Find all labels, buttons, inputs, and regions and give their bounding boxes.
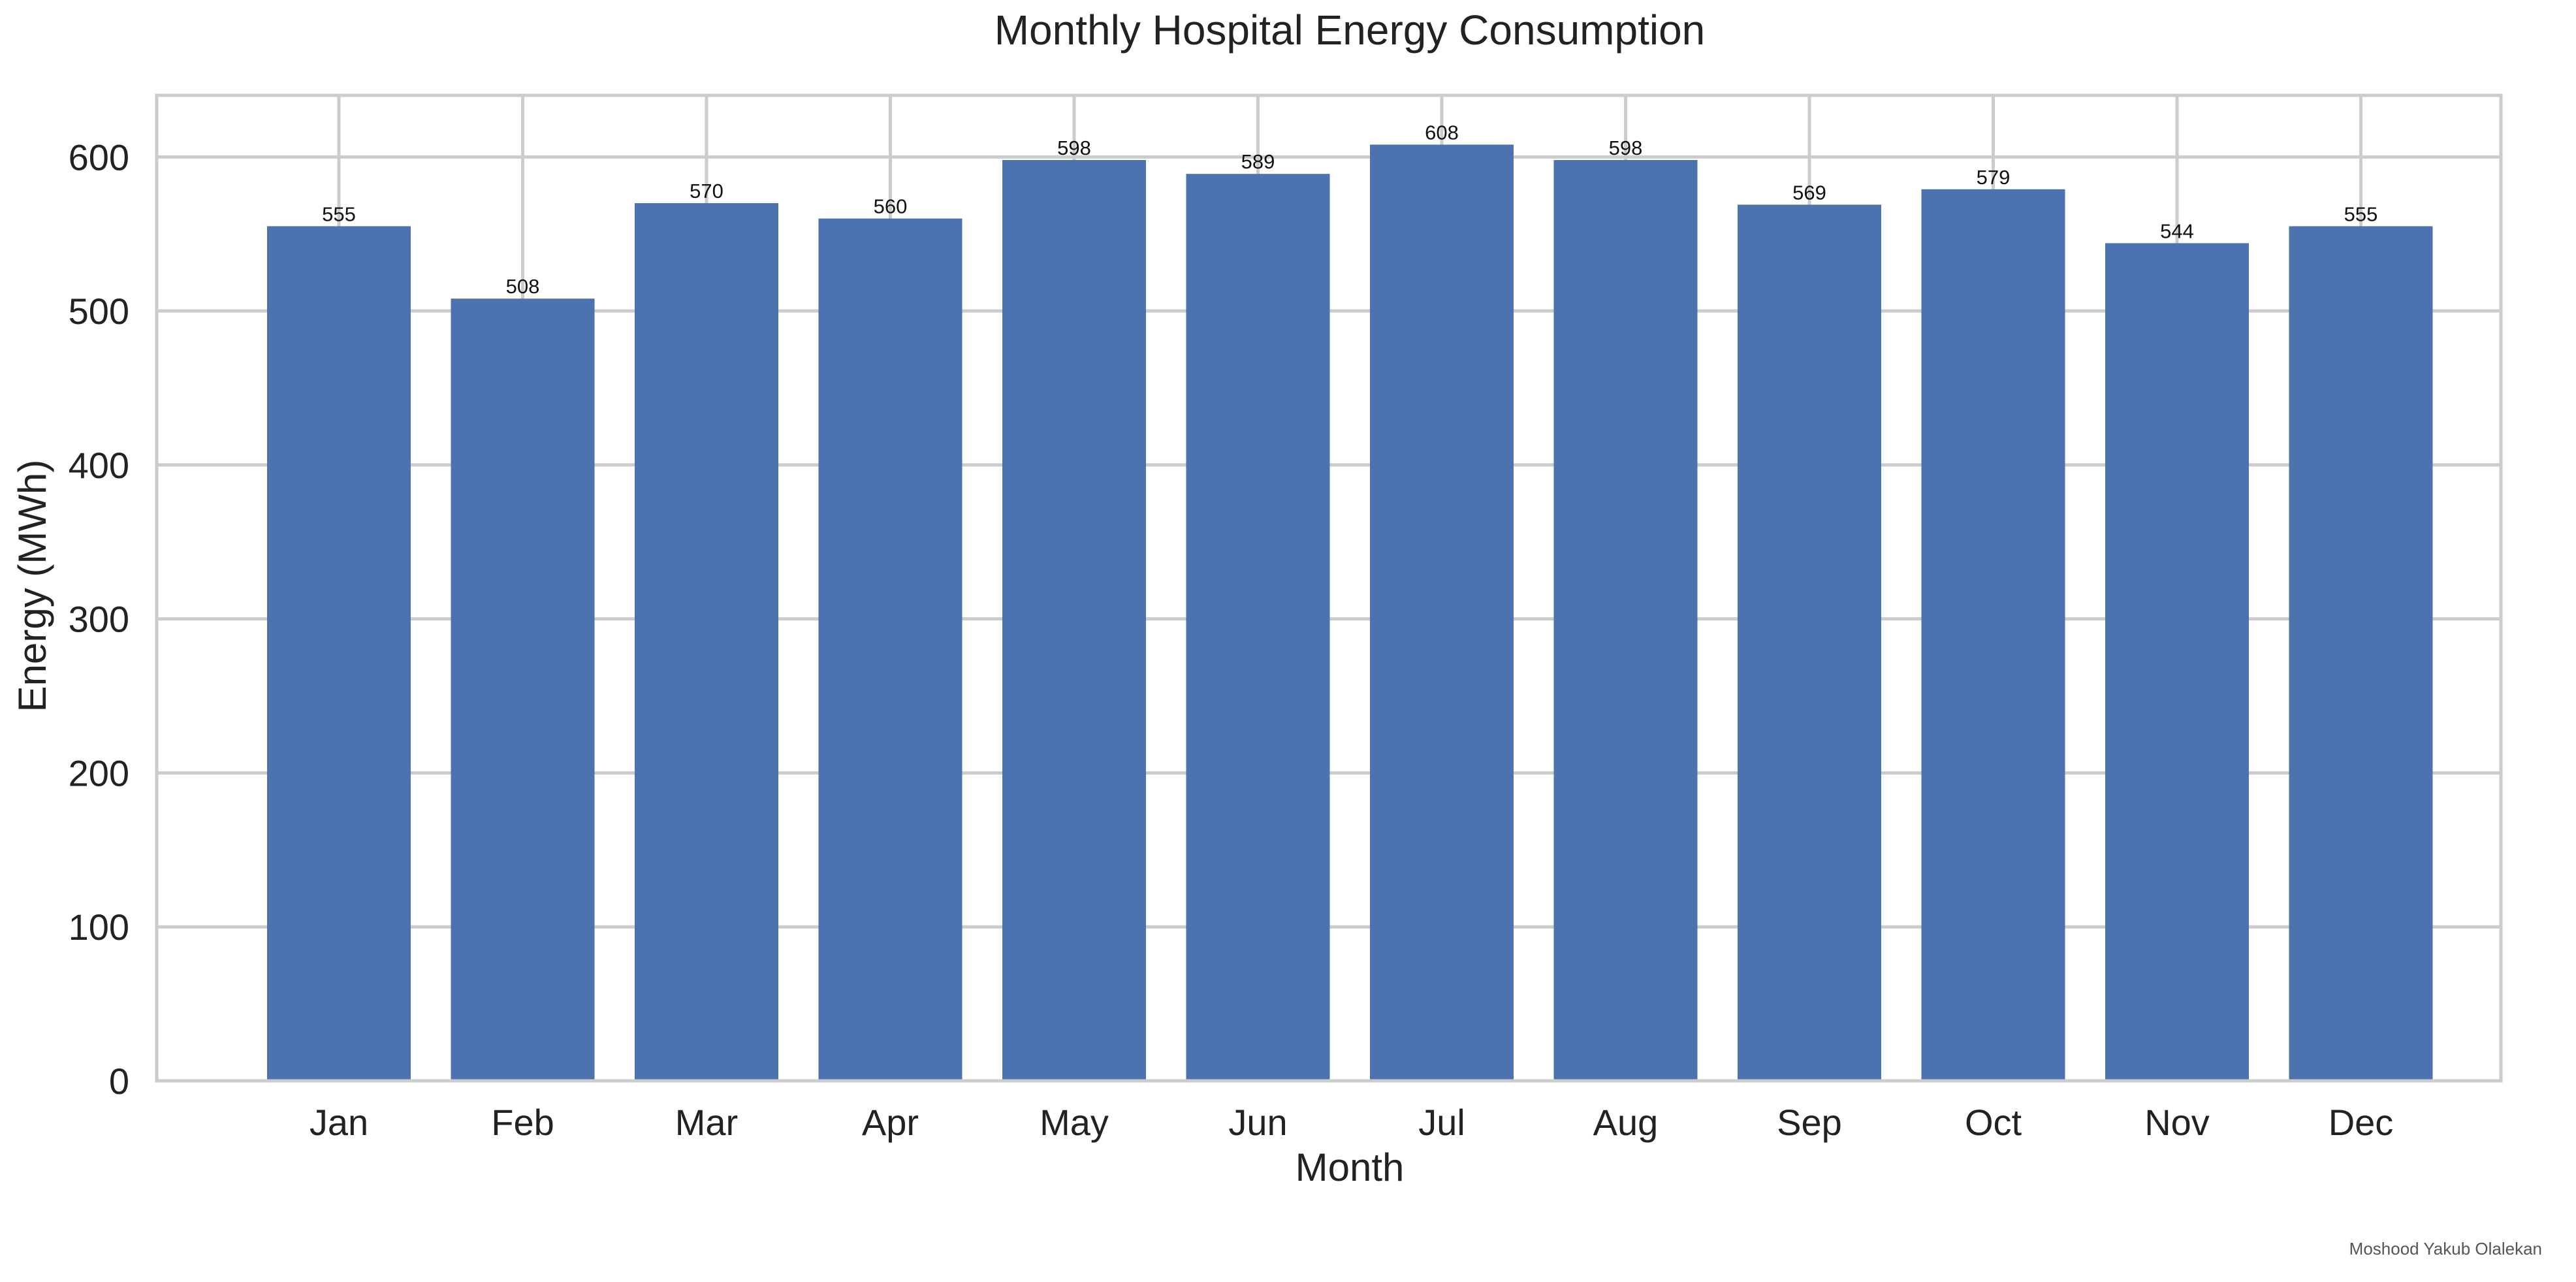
bar-value-label: 589 (1241, 150, 1275, 173)
bar-jul (1370, 144, 1514, 1082)
bar-dec (2289, 226, 2433, 1081)
chart-title: Monthly Hospital Energy Consumption (994, 7, 1706, 54)
bar-value-label: 555 (322, 202, 356, 225)
author-credit: Moshood Yakub Olalekan (2349, 1239, 2542, 1258)
bar-mar (635, 203, 778, 1081)
y-tick-label: 200 (69, 752, 129, 793)
y-tick-labels: 0 100 200 300 400 500 600 (69, 136, 129, 1102)
y-tick-label: 0 (109, 1061, 129, 1102)
bar-value-label: 579 (1977, 166, 2011, 189)
bar-value-label: 608 (1425, 121, 1459, 144)
x-tick-label: Nov (2144, 1102, 2210, 1143)
x-tick-label: Jul (1418, 1102, 1465, 1143)
y-tick-label: 400 (69, 445, 129, 486)
bar-value-label: 570 (690, 180, 724, 202)
x-axis-label: Month (1296, 1146, 1405, 1189)
bar-apr (818, 218, 962, 1081)
y-tick-label: 600 (69, 136, 129, 178)
bar-feb (451, 298, 595, 1082)
x-tick-label: Mar (675, 1102, 738, 1143)
bar-value-label: 598 (1057, 136, 1091, 159)
bar-may (1002, 160, 1146, 1082)
x-tick-label: Apr (862, 1102, 919, 1143)
x-tick-label: May (1040, 1102, 1109, 1143)
x-tick-label: Feb (491, 1102, 554, 1143)
bars (267, 144, 2433, 1082)
x-tick-labels: Jan Feb Mar Apr May Jun Jul Aug Sep Oct Nov Dec (310, 1102, 2393, 1143)
bar-value-label: 508 (506, 275, 540, 298)
x-tick-label: Oct (1965, 1102, 2022, 1143)
y-tick-label: 300 (69, 599, 129, 640)
bar-value-label: 598 (1609, 136, 1643, 159)
bar-value-label: 569 (1792, 181, 1826, 204)
bar-value-label: 544 (2160, 219, 2194, 242)
y-tick-label: 500 (69, 291, 129, 332)
x-tick-label: Sep (1777, 1102, 1842, 1143)
x-tick-label: Dec (2329, 1102, 2394, 1143)
bar-aug (1553, 160, 1698, 1082)
bar-value-labels: 555 508 570 560 598 589 608 598 569 579 544 555 (322, 121, 2377, 298)
bar-oct (1921, 189, 2065, 1082)
bar-value-label: 555 (2344, 202, 2378, 225)
plot-frame (155, 93, 2503, 1083)
x-tick-label: Jun (1228, 1102, 1287, 1143)
bar-sep (1738, 204, 1881, 1082)
bar-jun (1186, 174, 1330, 1082)
bar-value-label: 560 (874, 195, 908, 218)
y-axis-label: Energy (MWh) (10, 460, 54, 713)
x-tick-label: Jan (310, 1102, 368, 1143)
y-tick-label: 100 (69, 906, 129, 948)
bar-nov (2105, 243, 2249, 1082)
bar-jan (267, 226, 411, 1081)
x-tick-label: Aug (1593, 1102, 1659, 1143)
